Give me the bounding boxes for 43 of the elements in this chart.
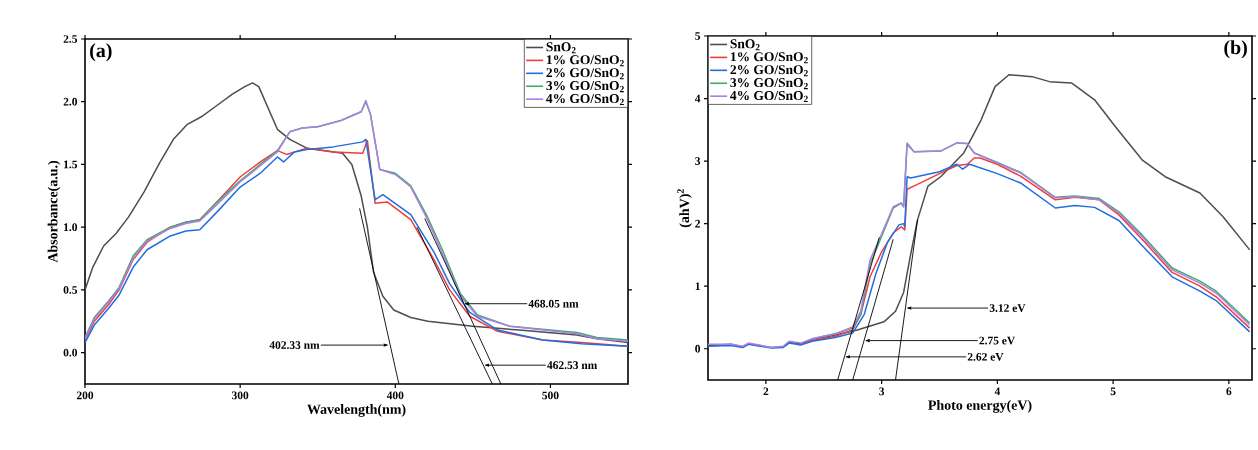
x-tick-label: 500 xyxy=(542,391,559,400)
legend-label: 2% GO/SnO$_{2}$ xyxy=(730,65,808,77)
legend-label: 1% GO/SnO$_{2}$ xyxy=(730,52,808,64)
annotation: (a) xyxy=(90,43,112,62)
x-tick-label: 300 xyxy=(231,391,249,400)
annotation: (b) xyxy=(1224,40,1247,59)
legend-label: 3% GO/SnO$_{2}$ xyxy=(546,81,624,93)
y-tick-label: 4 xyxy=(694,94,701,103)
annotation: 462.53 nm xyxy=(547,361,598,370)
y-tick-label: 0.0 xyxy=(63,348,78,357)
y-axis-title: (ahV)$^{2}$ xyxy=(677,189,692,228)
legend-label: SnO$_{2}$ xyxy=(546,42,576,54)
legend-label: 4% GO/SnO$_{2}$ xyxy=(546,93,624,106)
x-tick-label: 5 xyxy=(1110,387,1116,396)
x-tick-label: 4 xyxy=(994,387,1001,396)
legend-label: 4% GO/SnO$_{2}$ xyxy=(730,90,808,103)
y-tick-label: 2.0 xyxy=(63,97,78,106)
x-tick-label: 6 xyxy=(1226,387,1232,396)
legend-label: 1% GO/SnO$_{2}$ xyxy=(546,55,624,67)
y-tick-label: 1 xyxy=(695,282,700,290)
y-tick-label: 2 xyxy=(695,219,700,228)
x-tick-label: 3 xyxy=(879,387,885,396)
annotation: 468.05 nm xyxy=(528,299,579,308)
y-tick-label: 2.5 xyxy=(63,35,78,43)
annotation: 2.75 eV xyxy=(979,336,1016,345)
legend-label: SnO$_{2}$ xyxy=(730,39,760,51)
x-axis-title: Photo energy(eV) xyxy=(928,400,1032,413)
y-tick-label: 0 xyxy=(695,344,701,353)
annotation: 402.33 nm xyxy=(269,341,320,349)
legend-label: 2% GO/SnO$_{2}$ xyxy=(546,68,624,80)
y-tick-label: 1.5 xyxy=(64,160,78,169)
annotation: 3.12 eV xyxy=(989,304,1026,312)
x-axis-title: Wavelength(nm) xyxy=(307,404,406,417)
y-axis-title: Absorbance(a.u.) xyxy=(47,160,61,263)
y-tick-label: 1.0 xyxy=(64,223,78,232)
y-tick-label: 0.5 xyxy=(63,286,78,294)
x-tick-label: 400 xyxy=(386,391,404,400)
x-tick-label: 200 xyxy=(76,391,94,400)
x-tick-label: 2 xyxy=(763,387,769,396)
annotation: 2.62 eV xyxy=(967,352,1004,361)
y-tick-label: 5 xyxy=(695,32,701,40)
legend-label: 3% GO/SnO$_{2}$ xyxy=(730,78,808,90)
y-tick-label: 3 xyxy=(695,157,701,165)
